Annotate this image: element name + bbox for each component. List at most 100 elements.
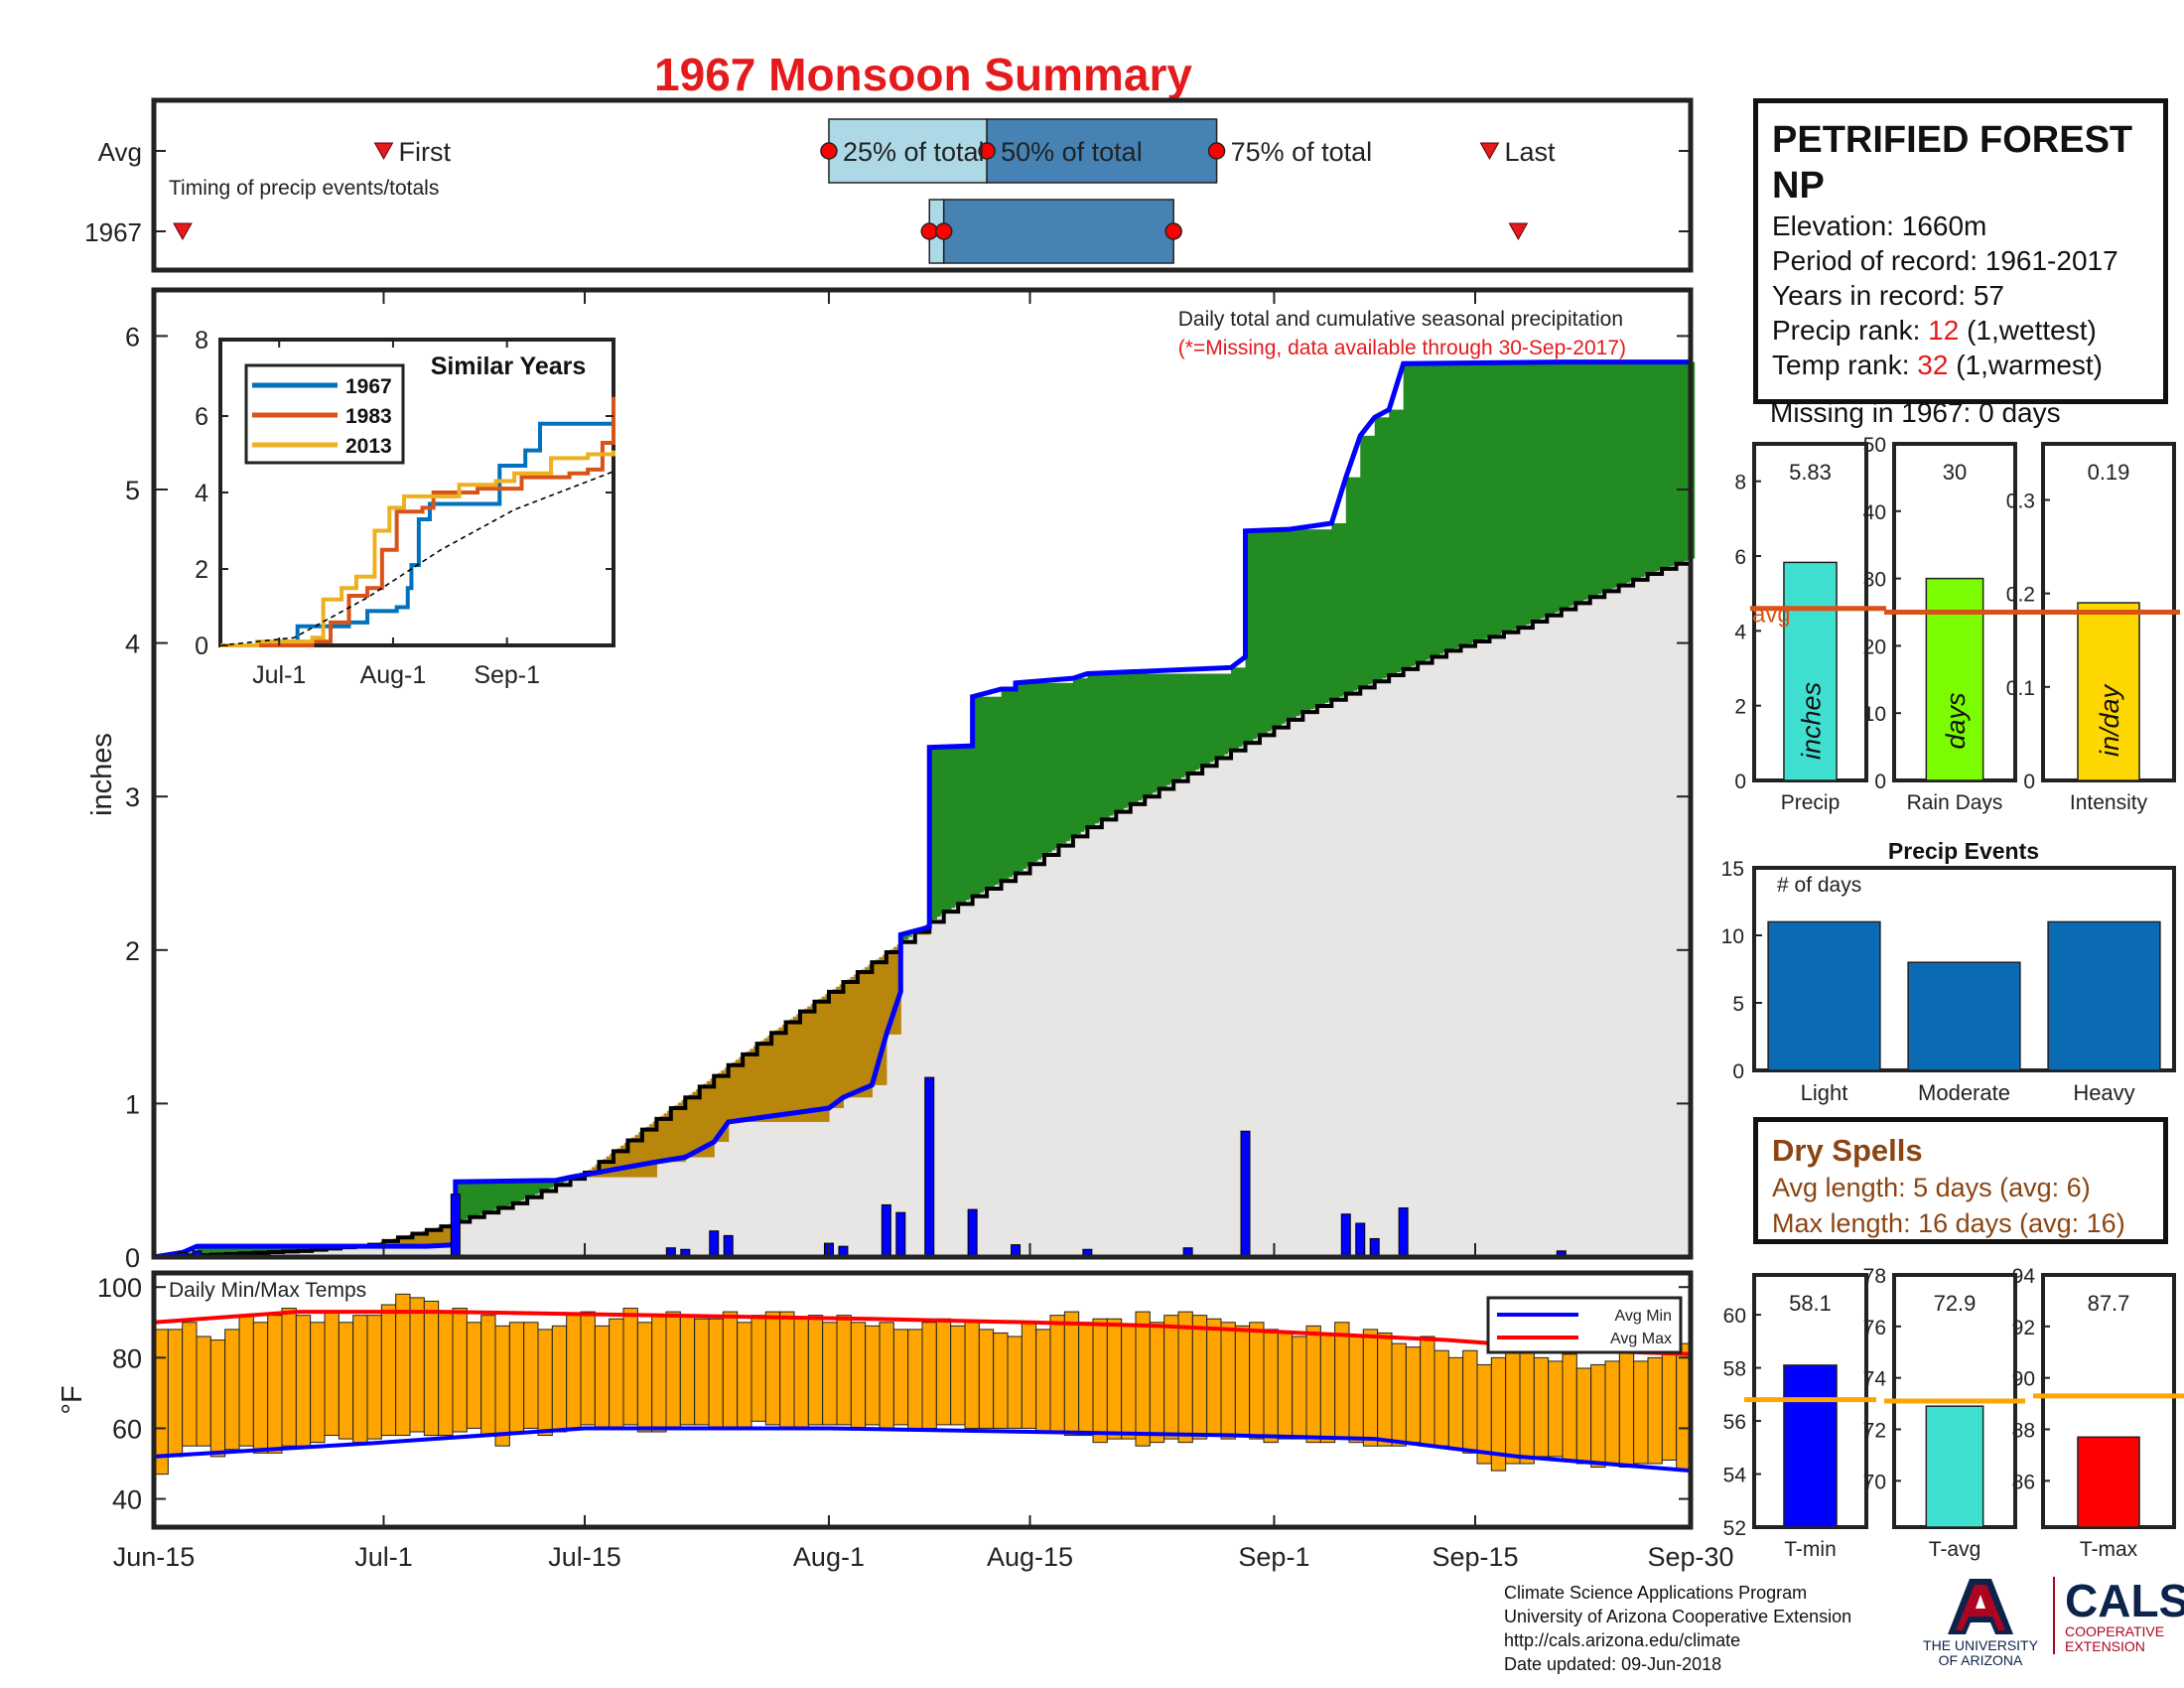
above-average-fill bbox=[1658, 361, 1663, 571]
below-average-fill bbox=[441, 1226, 446, 1247]
tmin_bar-category-label: T-min bbox=[1784, 1538, 1837, 1561]
daily-temp-bar bbox=[466, 1322, 482, 1429]
intensity_bar-value-label: 0.19 bbox=[2088, 460, 2130, 485]
timing-row-label-year: 1967 bbox=[84, 217, 142, 247]
below-average-fill bbox=[645, 1126, 650, 1178]
above-average-fill bbox=[1285, 530, 1290, 722]
average-cumulative-line bbox=[154, 558, 1693, 1259]
legend-label-avg-min: Avg Min bbox=[1614, 1308, 1672, 1325]
year-p50-marker bbox=[934, 222, 953, 240]
daily-temp-bar bbox=[609, 1318, 624, 1429]
above-average-fill bbox=[1263, 530, 1268, 734]
university-of-arizona-logo[interactable]: THE UNIVERSITY OF ARIZONA bbox=[1921, 1577, 2040, 1668]
above-average-fill bbox=[1116, 673, 1121, 812]
above-average-fill bbox=[1152, 673, 1157, 793]
above-average-fill bbox=[1238, 667, 1243, 747]
events-ytick-label: 0 bbox=[1732, 1060, 1744, 1083]
daily-temp-bar bbox=[1562, 1353, 1577, 1461]
daily-temp-bar bbox=[182, 1322, 198, 1447]
tmin_bar-ytick-label: 60 bbox=[1723, 1305, 1746, 1328]
tavg_bar-value-label: 72.9 bbox=[1934, 1291, 1977, 1316]
below-average-fill bbox=[810, 1004, 816, 1122]
above-average-fill bbox=[254, 1246, 259, 1253]
dry-spells-avg: Avg length: 5 days (avg: 6) bbox=[1772, 1173, 2091, 1202]
above-average-fill bbox=[950, 747, 956, 909]
below-average-fill bbox=[739, 1056, 744, 1122]
daily-temp-bar bbox=[892, 1329, 909, 1426]
above-average-fill bbox=[1051, 682, 1056, 851]
station-name: PETRIFIED FOREST NP bbox=[1772, 119, 2133, 207]
date-axis-label: Aug-15 bbox=[987, 1542, 1073, 1572]
temp-chart-title: Daily Min/Max Temps bbox=[169, 1279, 366, 1302]
daily-temp-bar bbox=[1661, 1353, 1678, 1461]
daily-temp-bar bbox=[1206, 1318, 1222, 1437]
daily-temp-bar bbox=[850, 1322, 867, 1429]
daily-temp-bar bbox=[580, 1311, 596, 1426]
above-average-fill bbox=[1496, 363, 1501, 635]
cals-wordmark: CALS bbox=[2065, 1575, 2184, 1626]
above-average-fill bbox=[1227, 673, 1232, 753]
main-ytick-label: 5 bbox=[125, 476, 140, 505]
main-plot-frame bbox=[151, 287, 1694, 1260]
below-average-fill bbox=[426, 1229, 432, 1247]
below-average-fill bbox=[785, 1022, 790, 1122]
below-average-fill bbox=[688, 1094, 694, 1158]
daily-temp-bar bbox=[167, 1329, 184, 1458]
station-years: Years in record: 57 bbox=[1772, 280, 2004, 311]
above-average-fill bbox=[1662, 361, 1667, 569]
footer-line: Climate Science Applications Program bbox=[1504, 1583, 1808, 1603]
tavg_bar-ytick-label: 78 bbox=[1863, 1265, 1886, 1288]
above-average-fill bbox=[1414, 363, 1419, 665]
avg-p25-p50-box bbox=[828, 118, 988, 184]
timing-label-p75: 75% of total bbox=[1231, 137, 1373, 167]
daily-precip-bar bbox=[967, 1208, 978, 1258]
daily-temp-bar bbox=[1263, 1329, 1279, 1444]
below-average-fill bbox=[610, 1154, 614, 1178]
above-average-fill bbox=[1611, 361, 1616, 589]
timing-note: Timing of precip events/totals bbox=[169, 177, 439, 200]
similar-series-avg bbox=[219, 471, 614, 646]
average-cumulative-area bbox=[154, 558, 1691, 1257]
above-average-fill bbox=[1582, 361, 1587, 601]
above-average-fill bbox=[1403, 363, 1408, 669]
above-average-fill bbox=[1565, 361, 1570, 609]
above-average-fill bbox=[943, 747, 948, 913]
above-average-fill bbox=[1651, 361, 1656, 573]
raindays_bar-value-label: 30 bbox=[1943, 460, 1967, 485]
above-average-fill bbox=[1065, 682, 1070, 842]
above-average-fill bbox=[1298, 529, 1303, 715]
below-average-fill bbox=[620, 1145, 625, 1178]
above-average-fill bbox=[1633, 361, 1638, 580]
above-average-fill bbox=[1353, 477, 1358, 691]
above-average-fill bbox=[1270, 530, 1276, 730]
above-average-fill bbox=[1320, 529, 1325, 705]
above-average-fill bbox=[1025, 682, 1031, 867]
above-average-fill bbox=[1363, 435, 1369, 686]
above-average-fill bbox=[1615, 361, 1620, 588]
similar-ytick-label: 0 bbox=[195, 633, 208, 660]
raindays_bar-ytick-label: 50 bbox=[1863, 434, 1886, 457]
above-average-fill bbox=[530, 1182, 535, 1196]
ua-text-line: OF ARIZONA bbox=[1938, 1652, 2023, 1668]
below-average-fill bbox=[743, 1054, 748, 1122]
above-average-fill bbox=[498, 1182, 503, 1208]
ua-a-icon bbox=[1948, 1579, 2013, 1634]
cals-logo[interactable]: CALS COOPERATIVE EXTENSION bbox=[2053, 1575, 2184, 1654]
above-average-fill bbox=[275, 1246, 281, 1252]
above-average-fill bbox=[556, 1180, 561, 1186]
tmin_bar-value-label: 58.1 bbox=[1789, 1291, 1832, 1316]
precip_bar-value-bar bbox=[1783, 561, 1838, 781]
above-average-fill bbox=[1669, 361, 1674, 567]
above-average-fill bbox=[1109, 673, 1114, 816]
daily-temp-bar bbox=[636, 1322, 653, 1433]
below-average-fill bbox=[717, 1072, 723, 1143]
daily-temp-bar bbox=[366, 1315, 382, 1440]
above-average-fill bbox=[534, 1182, 539, 1195]
daily-temp-bar bbox=[1121, 1325, 1137, 1440]
below-average-fill bbox=[405, 1235, 410, 1247]
above-average-fill bbox=[201, 1246, 205, 1255]
tmax_bar-ytick-label: 90 bbox=[2012, 1368, 2035, 1391]
above-average-fill bbox=[1267, 530, 1272, 732]
above-average-fill bbox=[1540, 363, 1545, 619]
footer-link[interactable]: http://cals.arizona.edu/climate bbox=[1504, 1630, 1741, 1650]
